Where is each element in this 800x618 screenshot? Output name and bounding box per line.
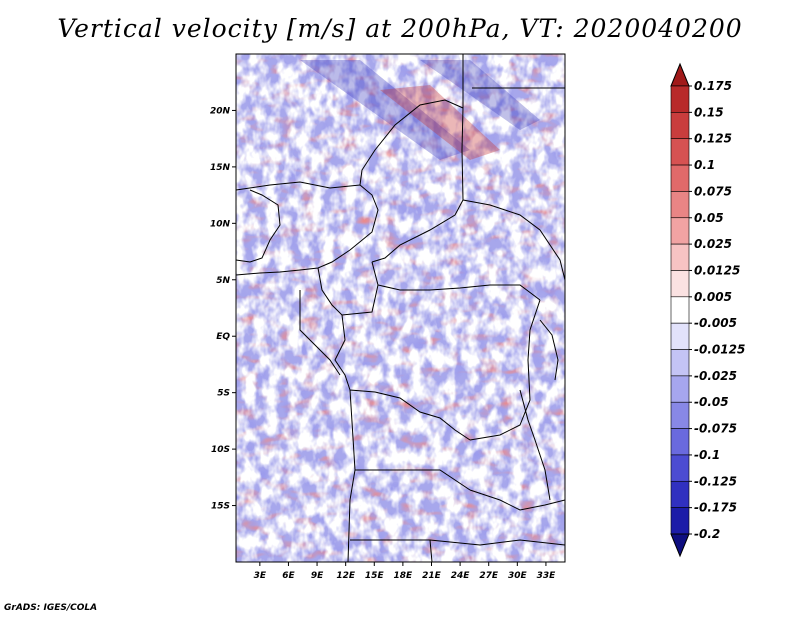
border-botswana (429, 539, 565, 546)
colorbar-segment (670, 322, 690, 350)
colorbar-label: -0.0125 (694, 343, 745, 357)
colorbar-label: 0.05 (694, 211, 724, 225)
colorbar-segment (670, 270, 690, 298)
grads-credit: GrADS: IGES/COLA (4, 603, 98, 613)
border-namibia (350, 539, 433, 562)
colorbar-label: -0.125 (694, 474, 737, 488)
colorbar-label: -0.075 (694, 422, 737, 436)
colorbar-label: 0.1 (694, 158, 715, 172)
lon-tick-label: 21E (422, 571, 442, 581)
colorbar-segment (670, 296, 690, 324)
colorbar-segment (670, 112, 690, 140)
colorbar-segment (670, 243, 690, 271)
lon-tick-label: 27E (479, 571, 499, 581)
colorbar-label: -0.025 (694, 369, 737, 383)
border-angola-zambia (355, 469, 471, 491)
lat-tick-label: 15S (211, 502, 230, 512)
border-chad-car (371, 199, 464, 263)
border-cameroon (317, 267, 379, 316)
border-chad-libya (359, 99, 464, 201)
colorbar-segment (670, 507, 690, 535)
field-contours (236, 54, 565, 562)
country-borders (236, 54, 565, 562)
lat-tick-label: EQ (216, 332, 230, 342)
border-gabon-congo (299, 290, 341, 376)
colorbar-label: 0.005 (694, 290, 732, 304)
border-east-drc (469, 299, 541, 441)
border-drc-south (334, 314, 471, 441)
border-zambia-zimbabwe (469, 489, 565, 511)
colorbar-label: -0.1 (694, 448, 720, 462)
lon-tick-label: 9E (311, 571, 324, 581)
border-gulf-coast (236, 189, 281, 263)
colorbar-label: 0.0125 (694, 263, 740, 277)
lon-tick-label: 18E (394, 571, 414, 581)
colorbar-label: 0.175 (694, 79, 732, 93)
colorbar-bottom-arrow (670, 533, 690, 558)
lon-tick-label: 12E (336, 571, 356, 581)
colorbar-top-arrow (670, 62, 690, 87)
border-sudan (462, 199, 565, 281)
colorbar-label: -0.005 (694, 316, 737, 330)
colorbar-label: 0.125 (694, 132, 732, 146)
lat-tick-label: 15N (210, 163, 231, 173)
lat-tick-label: 10N (210, 219, 231, 229)
colorbar-segment (670, 138, 690, 166)
border-lake-tanganyika (519, 389, 551, 501)
lon-tick-label: 30E (508, 571, 528, 581)
colorbar-segment (670, 85, 690, 113)
colorbar-label: -0.175 (694, 501, 737, 515)
band-north-3 (420, 60, 540, 130)
band-north-1 (300, 60, 470, 160)
colorbar-segment (670, 375, 690, 403)
lat-tick-label: 10S (211, 445, 230, 455)
colorbar-segment (670, 428, 690, 456)
lat-tick-label: 5N (216, 276, 230, 286)
colorbar-label: 0.15 (694, 105, 724, 119)
band-north-2 (380, 85, 500, 160)
colorbar-label: -0.2 (694, 527, 720, 541)
colorbar: 0.175 0.15 0.125 0.1 0.075 0.05 0.025 0.0125 0.0… (670, 62, 745, 558)
colorbar-segment (670, 454, 690, 482)
lon-tick-label: 33E (537, 571, 557, 581)
colorbar-segment (670, 401, 690, 429)
colorbar-label: 0.075 (694, 184, 732, 198)
colorbar-segment (670, 191, 690, 219)
border-car-drc (371, 261, 541, 301)
border-angola-namibia (347, 389, 356, 562)
colorbar-segment (670, 164, 690, 192)
colorbar-segment (670, 217, 690, 245)
map-frame (235, 53, 566, 563)
lat-tick-label: 5S (217, 389, 230, 399)
latitude-axis: 20N 15N 10N 5N EQ 5S 10S 15S (210, 106, 236, 512)
lat-tick-label: 20N (210, 106, 231, 116)
lon-tick-label: 3E (254, 571, 267, 581)
longitude-axis: 3E 6E 9E 12E 15E 18E 21E 24E 27E 30E 33E (254, 562, 556, 581)
chart-title: Vertical velocity [m/s] at 200hPa, VT: 2… (57, 14, 743, 43)
colorbar-segment (670, 480, 690, 508)
border-lake-victoria (539, 319, 559, 381)
border-west-africa (236, 181, 379, 276)
colorbar-label: 0.025 (694, 237, 732, 251)
lon-tick-label: 6E (282, 571, 295, 581)
lon-tick-label: 24E (451, 571, 471, 581)
velocity-field (236, 54, 565, 562)
colorbar-segment (670, 349, 690, 377)
lon-tick-label: 15E (365, 571, 385, 581)
colorbar-label: -0.05 (694, 395, 729, 409)
